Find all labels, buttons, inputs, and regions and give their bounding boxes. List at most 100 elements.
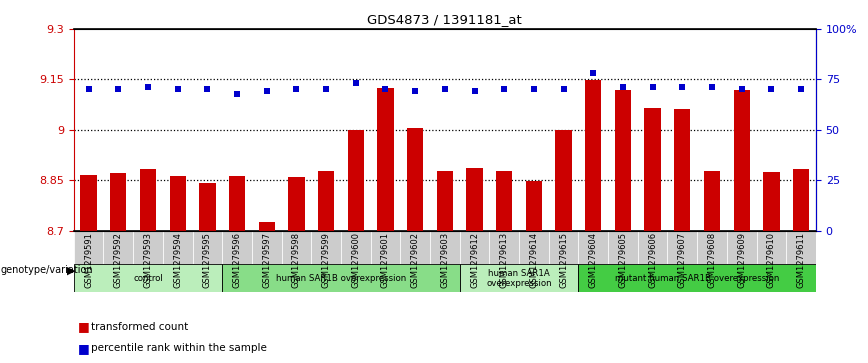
Point (527, 87, 541, 93)
FancyBboxPatch shape (74, 231, 103, 264)
Bar (288, 178, 305, 231)
Point (468, 89, 482, 94)
Bar (526, 181, 542, 231)
Bar (437, 171, 453, 231)
Point (171, 87, 185, 93)
Bar (615, 90, 631, 231)
Bar (318, 171, 334, 231)
Point (141, 85, 155, 90)
Text: GSM1279598: GSM1279598 (292, 232, 301, 288)
Bar (199, 183, 215, 231)
Text: GSM1279611: GSM1279611 (797, 232, 806, 288)
Bar (496, 171, 512, 231)
Text: GSM1279600: GSM1279600 (352, 232, 360, 288)
FancyBboxPatch shape (727, 231, 757, 264)
Bar (407, 128, 424, 231)
FancyBboxPatch shape (312, 231, 341, 264)
FancyBboxPatch shape (608, 231, 638, 264)
Text: GSM1279610: GSM1279610 (767, 232, 776, 288)
Point (587, 70, 601, 76)
FancyBboxPatch shape (103, 231, 133, 264)
Bar (466, 168, 483, 231)
Text: GSM1279606: GSM1279606 (648, 232, 657, 289)
Text: GSM1279591: GSM1279591 (84, 232, 93, 288)
Bar (347, 130, 364, 231)
FancyBboxPatch shape (281, 231, 312, 264)
Text: GSM1279602: GSM1279602 (411, 232, 419, 288)
Bar (704, 171, 720, 231)
FancyBboxPatch shape (430, 231, 460, 264)
Text: GSM1279597: GSM1279597 (262, 232, 271, 288)
Text: GSM1279594: GSM1279594 (174, 232, 182, 288)
Point (378, 87, 392, 93)
Text: GSM1279607: GSM1279607 (678, 232, 687, 289)
Bar (763, 172, 779, 231)
Point (438, 87, 452, 93)
FancyBboxPatch shape (757, 231, 786, 264)
Point (616, 85, 630, 90)
FancyBboxPatch shape (519, 231, 549, 264)
FancyBboxPatch shape (638, 231, 667, 264)
Point (794, 87, 808, 93)
Text: genotype/variation: genotype/variation (1, 265, 94, 276)
Bar (556, 130, 572, 231)
Text: ■: ■ (78, 342, 90, 355)
Point (319, 87, 333, 93)
Text: GSM1279605: GSM1279605 (619, 232, 628, 288)
Text: human SAR1A
overexpression: human SAR1A overexpression (486, 269, 552, 288)
Point (82, 87, 95, 93)
FancyBboxPatch shape (341, 231, 371, 264)
FancyBboxPatch shape (222, 264, 460, 292)
Text: human SAR1B overexpression: human SAR1B overexpression (276, 274, 406, 283)
Text: GSM1279601: GSM1279601 (381, 232, 390, 288)
FancyBboxPatch shape (133, 231, 163, 264)
Text: GSM1279603: GSM1279603 (440, 232, 450, 289)
Text: GSM1279608: GSM1279608 (707, 232, 716, 289)
Text: transformed count: transformed count (91, 322, 188, 332)
Point (765, 87, 779, 93)
Point (260, 89, 273, 94)
Text: percentile rank within the sample: percentile rank within the sample (91, 343, 267, 354)
Point (675, 85, 689, 90)
FancyBboxPatch shape (549, 231, 578, 264)
Text: GSM1279592: GSM1279592 (114, 232, 122, 288)
Text: ▶: ▶ (67, 265, 76, 276)
Point (705, 85, 719, 90)
Bar (169, 176, 186, 231)
FancyBboxPatch shape (222, 231, 252, 264)
Text: GSM1279595: GSM1279595 (203, 232, 212, 288)
FancyBboxPatch shape (697, 231, 727, 264)
Point (497, 87, 511, 93)
Point (290, 87, 304, 93)
Text: GSM1279614: GSM1279614 (529, 232, 538, 288)
FancyBboxPatch shape (252, 231, 281, 264)
Text: GSM1279615: GSM1279615 (559, 232, 568, 288)
Text: GSM1279613: GSM1279613 (500, 232, 509, 289)
Point (201, 87, 214, 93)
Bar (110, 173, 127, 231)
Bar (140, 169, 156, 231)
FancyBboxPatch shape (578, 231, 608, 264)
FancyBboxPatch shape (193, 231, 222, 264)
Bar (674, 109, 691, 231)
Text: ■: ■ (78, 320, 90, 333)
Bar (229, 176, 246, 231)
Text: mutant human SAR1B overexpression: mutant human SAR1B overexpression (615, 274, 779, 283)
Text: GSM1279593: GSM1279593 (143, 232, 153, 288)
Text: GSM1279596: GSM1279596 (233, 232, 241, 288)
Bar (259, 222, 275, 231)
Title: GDS4873 / 1391181_at: GDS4873 / 1391181_at (367, 13, 523, 26)
Point (349, 81, 363, 86)
Bar (733, 90, 750, 231)
Point (111, 87, 125, 93)
FancyBboxPatch shape (786, 231, 816, 264)
FancyBboxPatch shape (490, 231, 519, 264)
FancyBboxPatch shape (460, 231, 490, 264)
FancyBboxPatch shape (163, 231, 193, 264)
Bar (792, 170, 809, 231)
FancyBboxPatch shape (667, 231, 697, 264)
FancyBboxPatch shape (371, 231, 400, 264)
Text: GSM1279604: GSM1279604 (589, 232, 598, 288)
FancyBboxPatch shape (578, 264, 816, 292)
Point (408, 89, 422, 94)
